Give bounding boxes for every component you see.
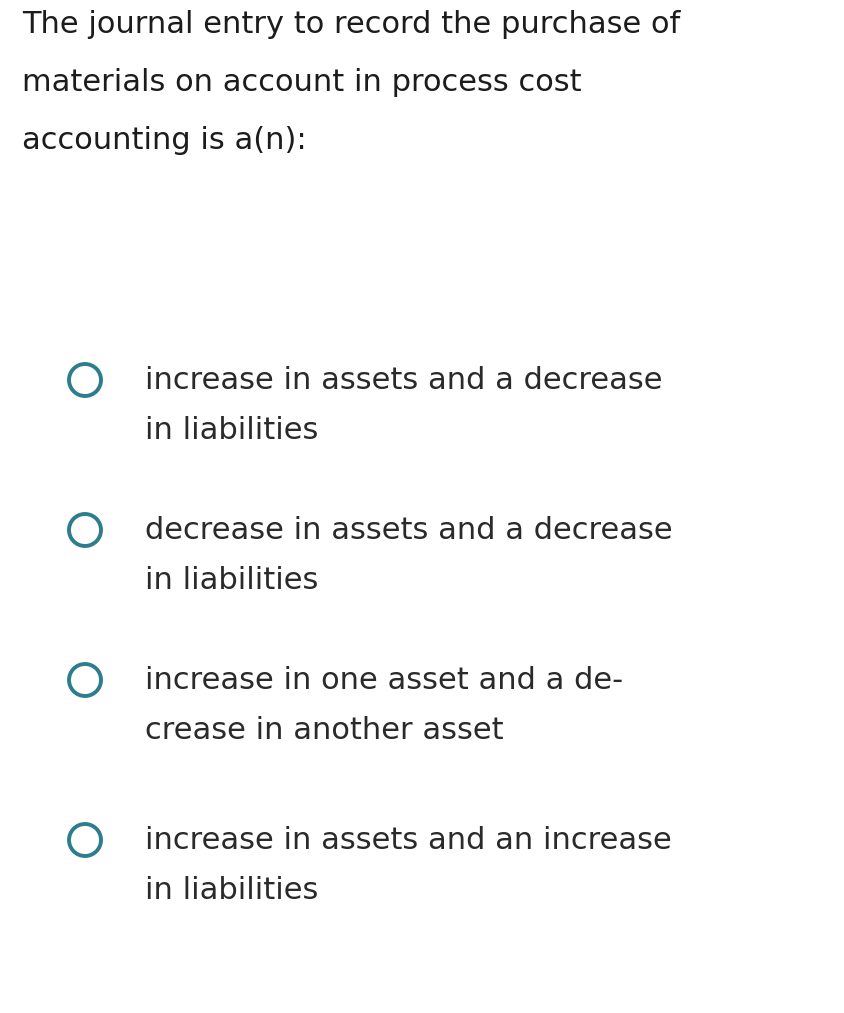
- Text: in liabilities: in liabilities: [145, 416, 318, 445]
- Text: increase in one asset and a de-: increase in one asset and a de-: [145, 666, 623, 695]
- Text: crease in another asset: crease in another asset: [145, 716, 504, 745]
- Text: increase in assets and a decrease: increase in assets and a decrease: [145, 366, 663, 395]
- Text: The journal entry to record the purchase of: The journal entry to record the purchase…: [22, 10, 680, 38]
- Text: accounting is a(n):: accounting is a(n):: [22, 126, 306, 155]
- Text: in liabilities: in liabilities: [145, 566, 318, 595]
- Text: decrease in assets and a decrease: decrease in assets and a decrease: [145, 516, 673, 545]
- Text: increase in assets and an increase: increase in assets and an increase: [145, 826, 672, 855]
- Circle shape: [69, 514, 101, 546]
- Circle shape: [69, 664, 101, 696]
- Circle shape: [69, 824, 101, 856]
- Text: in liabilities: in liabilities: [145, 876, 318, 905]
- Text: materials on account in process cost: materials on account in process cost: [22, 68, 582, 97]
- Circle shape: [69, 364, 101, 396]
